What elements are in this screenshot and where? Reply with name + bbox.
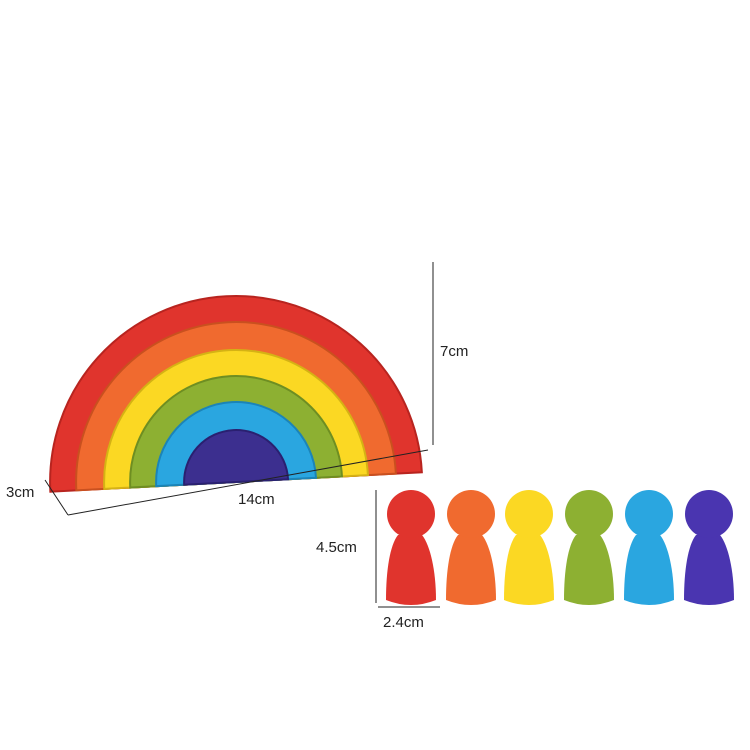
dimension-line	[44, 479, 69, 516]
peg-red	[386, 490, 436, 605]
peg-orange	[446, 490, 496, 605]
arc-purple	[183, 429, 290, 486]
dimension-label: 3cm	[6, 484, 34, 501]
dimension-label: 14cm	[238, 491, 275, 508]
peg-green	[564, 490, 614, 605]
peg-purple	[684, 490, 734, 605]
peg-yellow	[504, 490, 554, 605]
dimension-line	[67, 449, 429, 516]
dimension-label: 2.4cm	[383, 614, 424, 631]
peg-dolls	[386, 490, 734, 605]
peg-blue	[624, 490, 674, 605]
rainbow-stacker	[49, 295, 423, 493]
dimension-label: 4.5cm	[316, 539, 357, 556]
dimension-label: 7cm	[440, 343, 468, 360]
